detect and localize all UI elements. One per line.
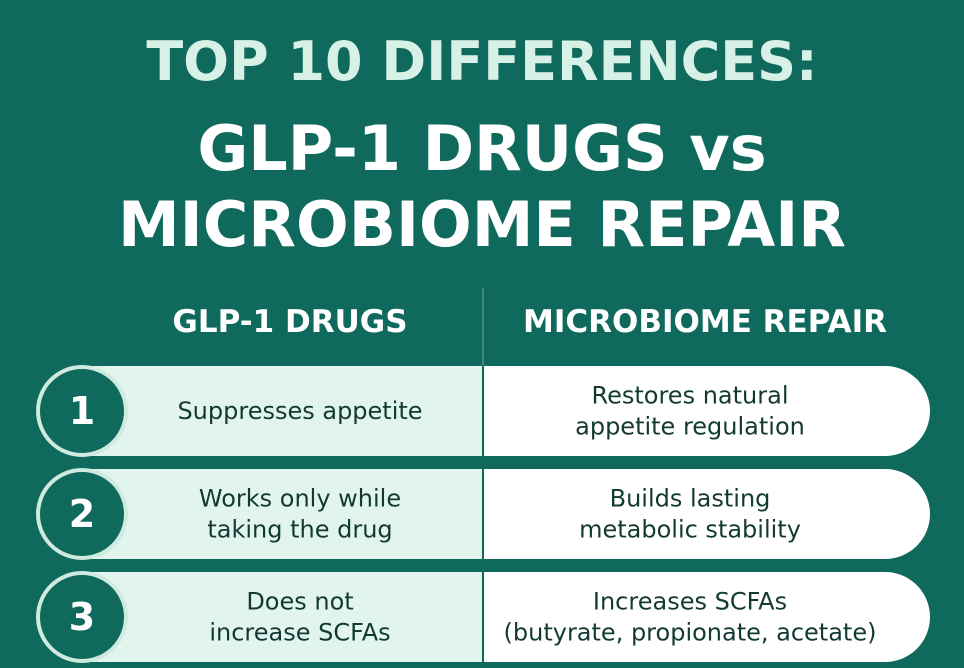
left-text: taking the drug — [207, 516, 392, 544]
right-text: Builds lasting — [610, 485, 771, 513]
column-header: MICROBIOME REPAIR — [523, 304, 887, 340]
right-text: Increases SCFAs — [593, 588, 787, 616]
column-header: GLP-1 DRUGS — [172, 304, 407, 340]
row-number: 3 — [69, 595, 95, 639]
left-text: Does not — [246, 588, 353, 616]
left-text: increase SCFAs — [209, 619, 390, 647]
row: 3 Does not increase SCFAs Increases SCFAs (b… — [36, 571, 930, 663]
right-text: (butyrate, propionate, acetate) — [504, 619, 877, 647]
row: 1 Suppresses appetite Restores natural appe… — [36, 365, 930, 457]
right-cell — [483, 572, 930, 662]
right-text: metabolic stability — [579, 516, 801, 544]
left-cell — [40, 366, 483, 456]
row-number: 1 — [69, 389, 95, 433]
left-cell — [40, 572, 483, 662]
right-cell — [483, 366, 930, 456]
rows: 1 Suppresses appetite Restores natural appe… — [36, 365, 930, 663]
left-text: Works only while — [199, 485, 401, 513]
number-badge — [36, 365, 128, 457]
number-badge — [36, 468, 128, 560]
row-number: 2 — [69, 492, 95, 536]
left-cell — [40, 469, 483, 559]
row: 2 Works only while taking the drug Builds l… — [36, 468, 930, 560]
number-badge — [36, 571, 128, 663]
title-line: TOP 10 DIFFERENCES: — [146, 30, 817, 93]
title-line: MICROBIOME REPAIR — [118, 188, 846, 261]
title-line: GLP-1 DRUGS vs — [197, 112, 766, 185]
right-text: Restores natural — [592, 382, 789, 410]
right-text: appetite regulation — [575, 413, 805, 441]
right-cell — [483, 469, 930, 559]
left-text: Suppresses appetite — [177, 397, 422, 425]
